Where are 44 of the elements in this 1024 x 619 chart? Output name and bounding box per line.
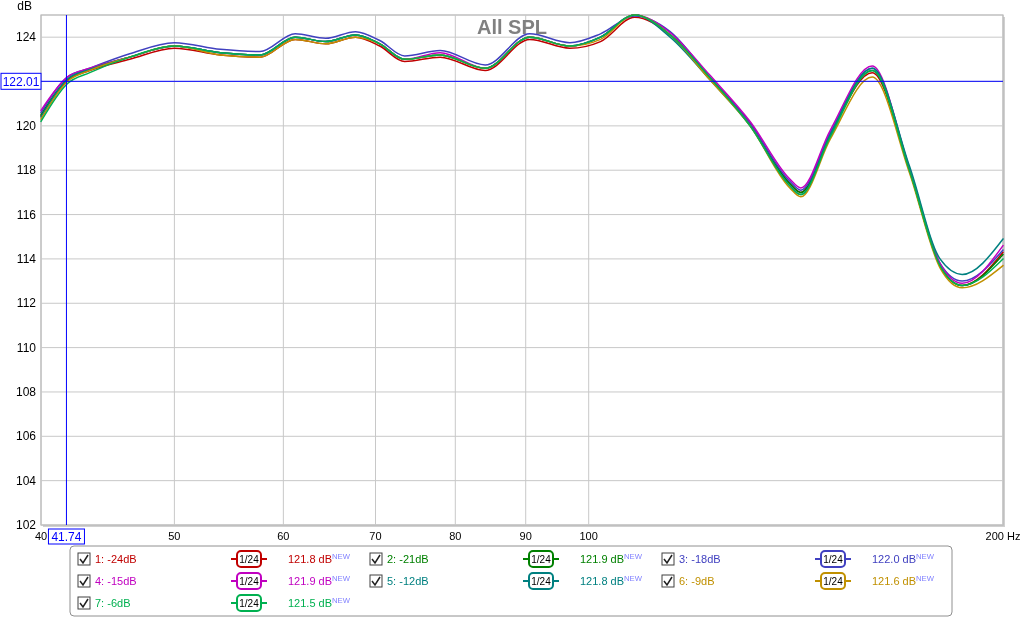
x-tick-label: 50: [168, 530, 181, 542]
y-tick-label: 102: [15, 518, 37, 532]
x-tick-label: 60: [277, 530, 290, 542]
y-tick-label: 110: [16, 340, 37, 355]
x-tick-label: 80: [449, 530, 462, 542]
text: 6: -9dB: [679, 575, 715, 587]
ref-line-label: 41.74: [51, 530, 82, 544]
y-tick-label: 108: [15, 384, 37, 399]
y-tick-label: 118: [16, 163, 37, 178]
text: 121.5 dB$^{NEW}$: [288, 595, 351, 609]
text: 121.9 dB$^{NEW}$: [580, 551, 643, 565]
text: 3: -18dB: [679, 553, 721, 565]
x-tick-label: 40: [34, 530, 48, 542]
y-tick-label: 116: [16, 207, 37, 222]
text: 5: -12dB: [387, 575, 429, 587]
text: 121.9 dB$^{NEW}$: [288, 573, 351, 587]
text: 1/24: [239, 554, 260, 565]
text: 122.0 dB$^{NEW}$: [872, 551, 935, 565]
y-tick-label: 114: [16, 251, 37, 266]
text: 1: -24dB: [95, 553, 137, 565]
x-tick-label: 70: [369, 530, 382, 542]
text: 2: -21dB: [387, 553, 429, 565]
y-tick-label: 124: [15, 30, 37, 45]
y-tick-label: 106: [15, 429, 37, 444]
text: 1/24: [823, 576, 844, 587]
ref-line-label: 122.01: [2, 75, 40, 90]
text: 1/24: [823, 554, 844, 565]
y-tick-label: 112: [16, 296, 37, 311]
text: 1/24: [531, 576, 552, 587]
text: 121.8 dB$^{NEW}$: [288, 551, 351, 565]
y-tick-label: 104: [15, 473, 37, 488]
text: 121.8 dB$^{NEW}$: [580, 573, 643, 587]
text: 7: -6dB: [95, 597, 131, 609]
x-tick-label: 100: [579, 530, 598, 542]
text: 1/24: [531, 554, 552, 565]
text: 4: -15dB: [95, 575, 137, 587]
x-tick-label: 90: [519, 530, 532, 542]
y-tick-label: 120: [15, 118, 37, 133]
text: 1/24: [239, 598, 260, 609]
text: 1/24: [239, 576, 260, 587]
x-tick-label: 200 Hz: [985, 530, 1021, 542]
y-axis-title: dB: [17, 0, 32, 13]
chart-title: All SPL: [476, 16, 548, 38]
text: 121.6 dB$^{NEW}$: [872, 573, 935, 587]
